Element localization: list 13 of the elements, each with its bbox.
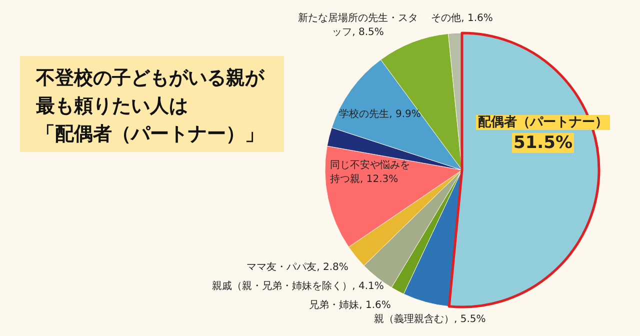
slice-label: 新たな居場所の先生・スタッフ, 8.5% — [297, 12, 419, 40]
slice-label: ママ友・パパ友, 2.8% — [246, 261, 350, 275]
slice-label: 学校の先生, 9.9% — [338, 108, 422, 122]
slice-label: 親（義理親含む）, 5.5% — [374, 313, 487, 327]
slice-label: 兄弟・姉妹, 1.6% — [308, 299, 392, 313]
data-label: 51.5% — [512, 133, 574, 153]
slice-label: 配偶者（パートナー） — [476, 115, 610, 130]
text: 「配偶者（パートナー）」 — [36, 122, 265, 147]
pie-slice — [448, 32, 600, 308]
slice-label: 親戚（親・兄弟・姉妹を除く）, 4.1% — [212, 280, 384, 294]
slice-label: 同じ不安や悩みを持つ親, 12.3% — [330, 159, 410, 187]
slice-label: その他, 1.6% — [430, 12, 494, 26]
text: 不登校の子どもがいる親が最も頼りたい人は — [36, 66, 266, 119]
